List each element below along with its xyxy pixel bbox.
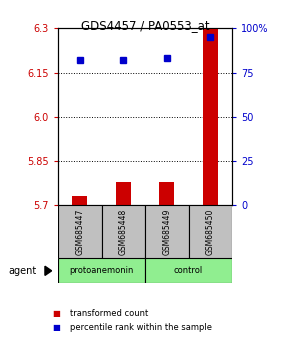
Text: transformed count: transformed count [70,309,148,318]
Text: protoanemonin: protoanemonin [69,266,134,275]
Text: agent: agent [9,266,37,276]
Text: GSM685448: GSM685448 [119,209,128,255]
Text: GSM685447: GSM685447 [75,209,84,255]
Bar [203,28,218,205]
Bar [72,196,87,205]
Text: ■: ■ [52,309,60,318]
Text: percentile rank within the sample: percentile rank within the sample [70,323,212,332]
Bar [145,205,188,258]
Text: GSM685450: GSM685450 [206,209,215,255]
Bar [58,205,102,258]
Bar [102,205,145,258]
Text: GSM685449: GSM685449 [162,209,171,255]
Bar [159,182,174,205]
Bar [116,182,131,205]
Text: ■: ■ [52,323,60,332]
Bar [58,258,145,283]
Bar [145,258,232,283]
Text: control: control [174,266,203,275]
Text: GDS4457 / PA0553_at: GDS4457 / PA0553_at [81,19,209,33]
Bar [188,205,232,258]
